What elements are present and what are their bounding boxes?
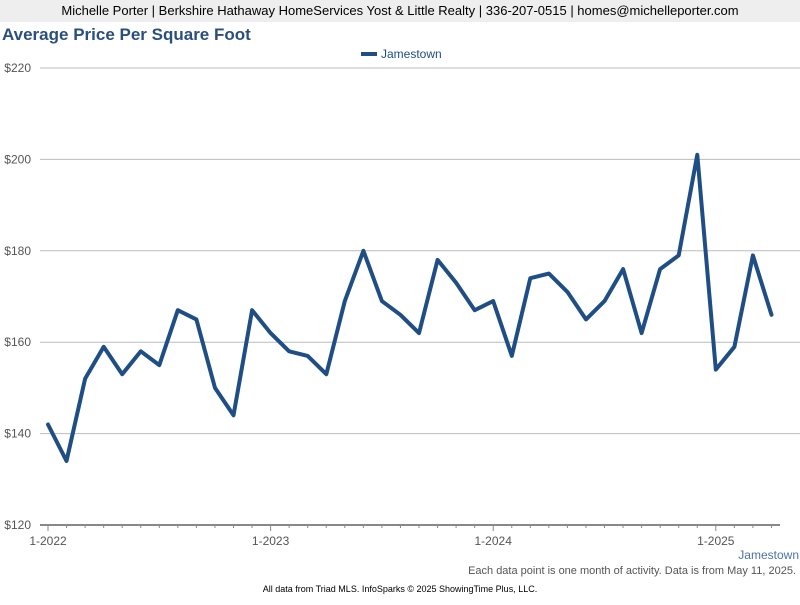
y-tick-label: $220 (4, 61, 31, 75)
x-tick-label: 1-2025 (697, 534, 735, 548)
x-tick-label: 1-2023 (252, 534, 290, 548)
chart-title: Average Price Per Square Foot (2, 25, 251, 44)
x-tick-label: 1-2022 (29, 534, 67, 548)
header-contact-text: Michelle Porter | Berkshire Hathaway Hom… (61, 3, 739, 18)
y-tick-label: $180 (4, 244, 31, 258)
series-line-jamestown (46, 152, 774, 463)
source-footer: All data from Triad MLS. InfoSparks © 20… (262, 584, 538, 594)
data-footnote: Each data point is one month of activity… (468, 565, 796, 577)
legend-label: Jamestown (381, 47, 442, 61)
x-tick-label: 1-2024 (475, 534, 513, 548)
y-tick-label: $160 (4, 335, 31, 349)
header-contact-bar: Michelle Porter | Berkshire Hathaway Hom… (0, 0, 800, 22)
y-tick-label: $120 (4, 518, 31, 532)
y-tick-label: $200 (4, 152, 31, 166)
series-end-label: Jamestown (738, 548, 799, 562)
y-tick-label: $140 (4, 427, 31, 441)
